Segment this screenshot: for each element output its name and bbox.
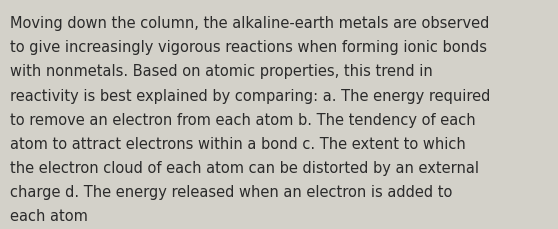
Text: to give increasingly vigorous reactions when forming ionic bonds: to give increasingly vigorous reactions …	[10, 40, 487, 55]
Text: each atom: each atom	[10, 208, 88, 223]
Text: to remove an electron from each atom b. The tendency of each: to remove an electron from each atom b. …	[10, 112, 475, 127]
Text: charge d. The energy released when an electron is added to: charge d. The energy released when an el…	[10, 184, 453, 199]
Text: atom to attract electrons within a bond c. The extent to which: atom to attract electrons within a bond …	[10, 136, 466, 151]
Text: with nonmetals. Based on atomic properties, this trend in: with nonmetals. Based on atomic properti…	[10, 64, 433, 79]
Text: reactivity is best explained by comparing: a. The energy required: reactivity is best explained by comparin…	[10, 88, 490, 103]
Text: the electron cloud of each atom can be distorted by an external: the electron cloud of each atom can be d…	[10, 160, 479, 175]
Text: Moving down the column, the alkaline-earth metals are observed: Moving down the column, the alkaline-ear…	[10, 16, 489, 31]
